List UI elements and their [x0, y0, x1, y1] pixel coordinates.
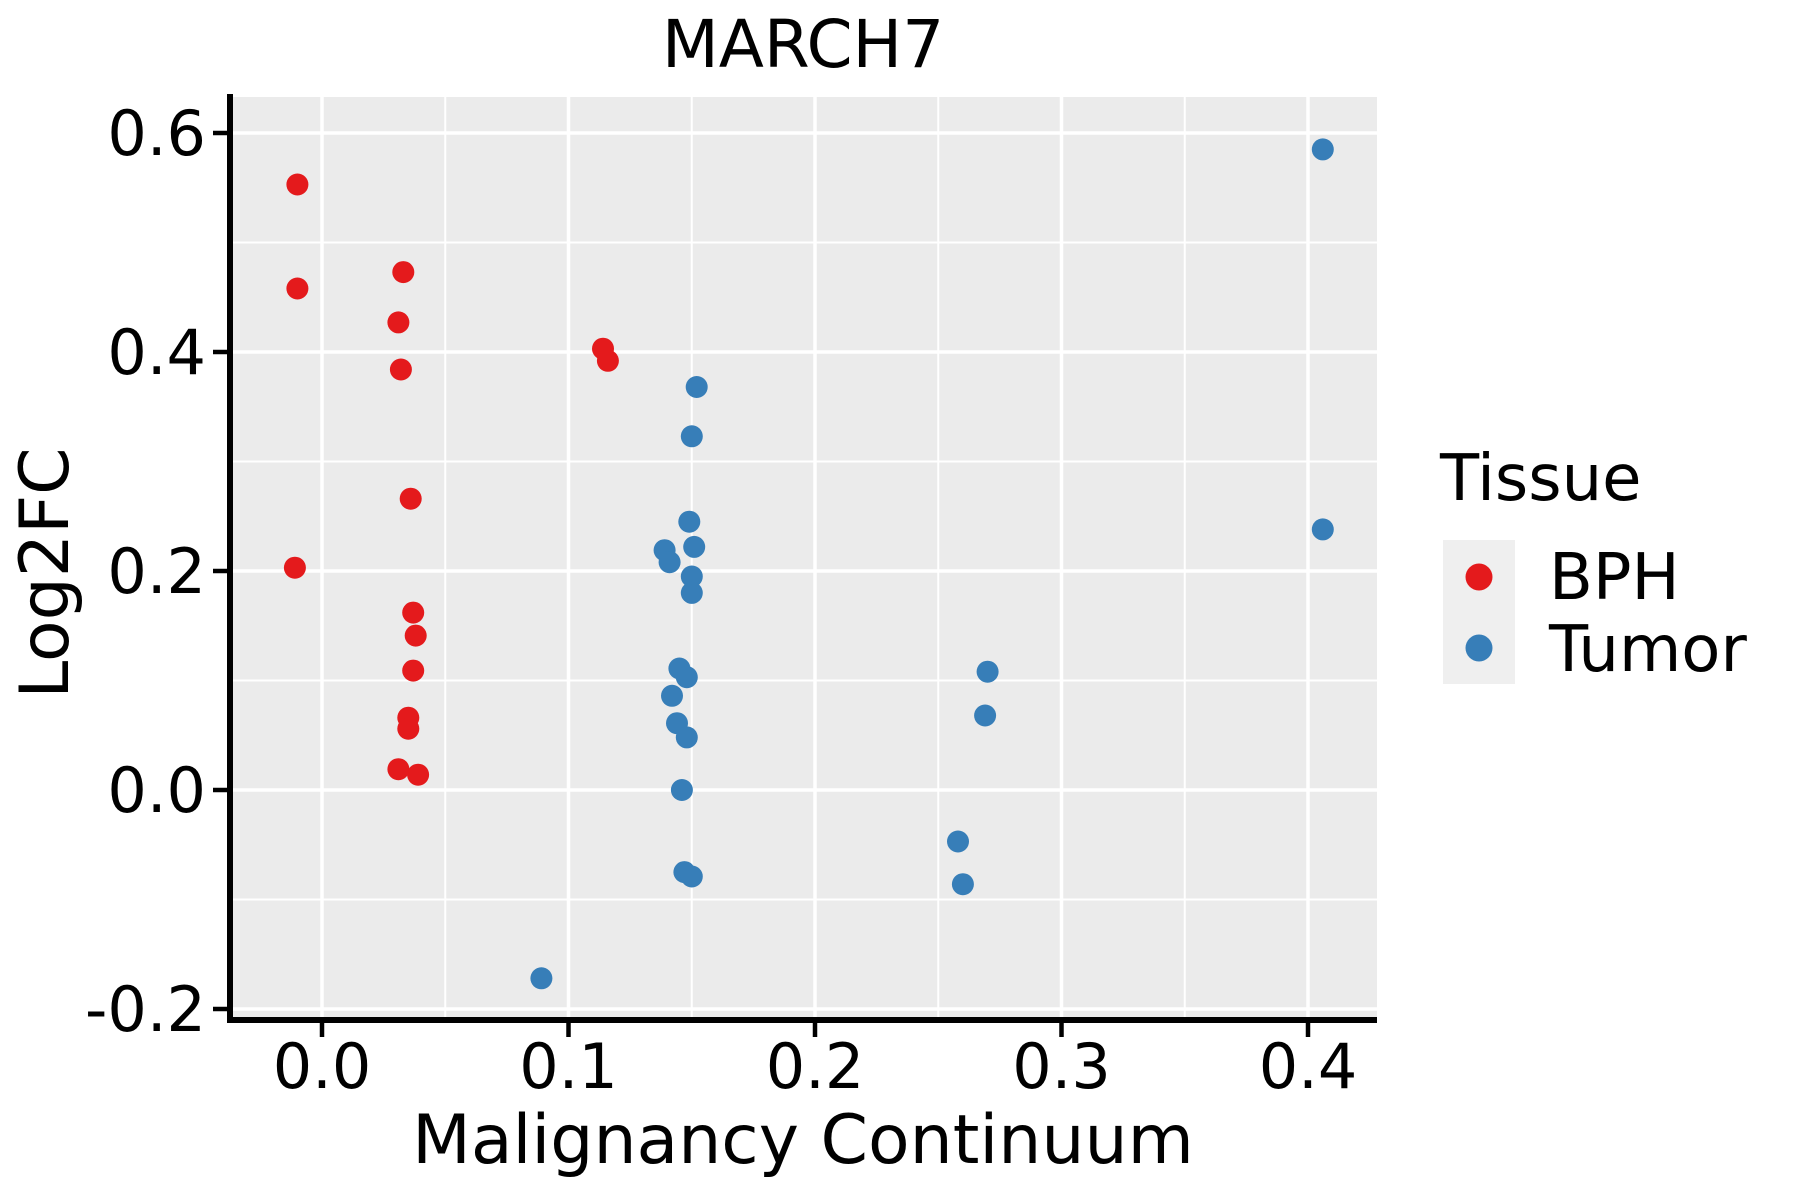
point-bph	[399, 487, 422, 510]
point-bph	[286, 277, 309, 300]
y-tick-label: -0.2	[85, 973, 206, 1046]
point-tumor	[675, 726, 698, 749]
y-tick-label: 0.0	[107, 754, 206, 827]
x-tick-label: 0.4	[1259, 1030, 1358, 1103]
gridlines-major	[230, 97, 1377, 1020]
point-tumor	[951, 873, 974, 896]
legend-item-bph: BPH	[1443, 540, 1680, 615]
point-bph	[407, 763, 430, 786]
x-tick-label: 0.2	[766, 1030, 865, 1103]
gridlines-minor	[230, 97, 1377, 1020]
point-tumor	[680, 865, 703, 888]
x-axis-title: Malignancy Continuum	[412, 1101, 1194, 1180]
plot-panel	[230, 97, 1377, 1020]
plot-title: MARCH7	[662, 6, 944, 83]
point-tumor	[1311, 138, 1334, 161]
point-tumor	[974, 704, 997, 727]
axis-ticks	[213, 130, 1311, 1037]
axis-tick-labels: 0.0 0.1 0.2 0.3 0.4 -0.2 0.0 0.2 0.4 0.6	[85, 97, 1357, 1103]
point-tumor	[1311, 518, 1334, 541]
point-bph	[387, 311, 410, 334]
y-axis-title: Log2FC	[6, 447, 85, 698]
y-tick-label: 0.4	[107, 316, 206, 389]
point-bph	[286, 173, 309, 196]
point-bph	[389, 358, 412, 381]
point-tumor	[530, 967, 553, 990]
point-tumor	[947, 830, 969, 853]
legend-dot-tumor-icon	[1465, 634, 1493, 662]
point-tumor	[680, 565, 703, 588]
x-tick-label: 0.0	[273, 1030, 372, 1103]
point-tumor	[685, 376, 708, 398]
x-tick-label: 0.3	[1012, 1030, 1111, 1103]
point-tumor	[675, 666, 698, 689]
point-tumor	[683, 535, 706, 558]
y-tick-label: 0.2	[107, 535, 206, 608]
point-tumor	[661, 684, 683, 707]
point-bph	[392, 261, 415, 284]
legend-item-tumor: Tumor	[1443, 612, 1747, 687]
legend-dot-bph-icon	[1465, 563, 1493, 591]
point-bph	[397, 717, 420, 740]
point-tumor	[678, 510, 701, 533]
point-tumor	[658, 551, 681, 574]
y-tick-label: 0.6	[107, 97, 206, 170]
x-tick-label: 0.1	[519, 1030, 618, 1103]
point-tumor	[680, 425, 703, 448]
point-bph	[402, 659, 425, 682]
data-points	[283, 138, 1334, 990]
point-bph	[402, 601, 425, 624]
point-bph	[283, 556, 306, 579]
legend-title: Tissue	[1439, 442, 1642, 516]
point-bph	[596, 349, 619, 372]
point-tumor	[670, 779, 693, 801]
legend-label-bph: BPH	[1549, 541, 1680, 615]
legend: Tissue BPH Tumor	[1439, 442, 1747, 687]
point-bph	[404, 624, 427, 647]
point-tumor	[680, 581, 703, 604]
legend-label-tumor: Tumor	[1548, 613, 1747, 687]
point-tumor	[976, 660, 999, 683]
point-bph	[387, 758, 410, 781]
